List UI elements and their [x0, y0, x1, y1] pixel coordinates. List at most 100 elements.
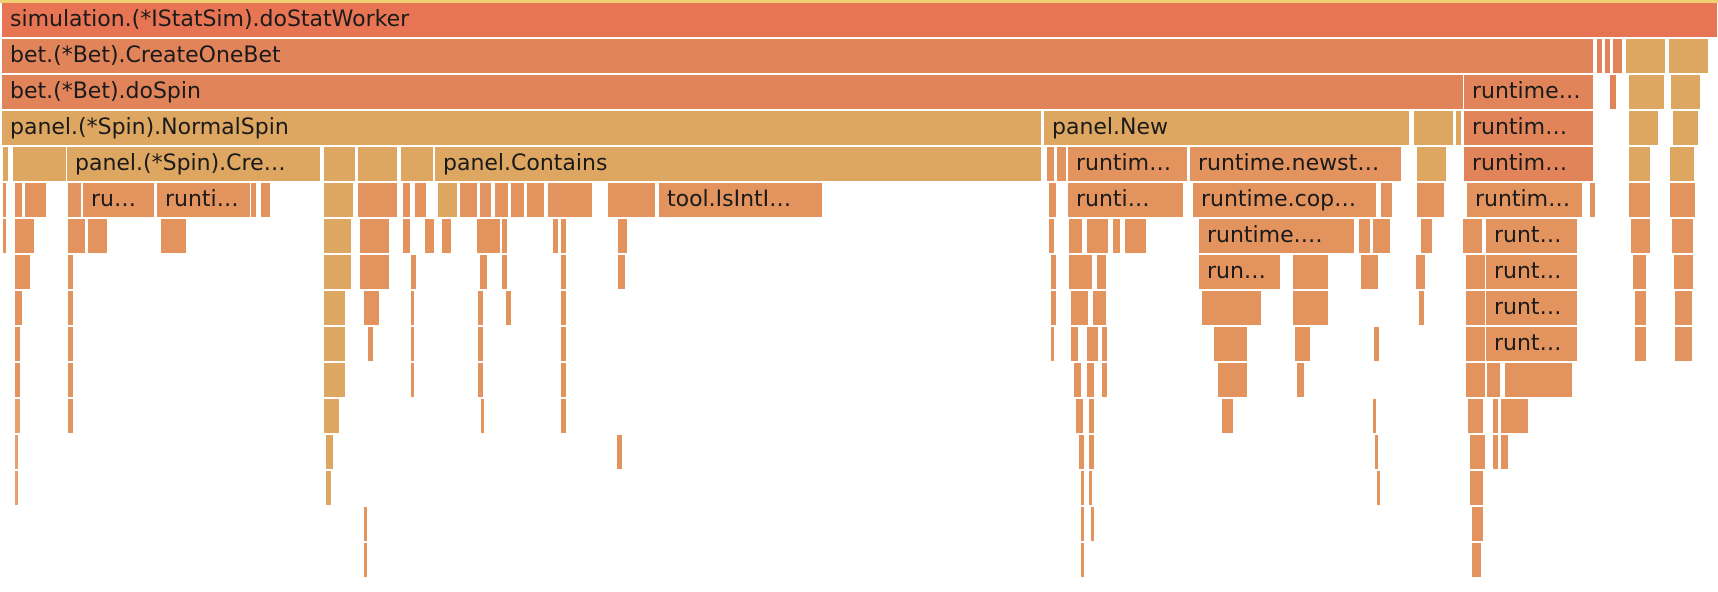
flame-frame[interactable]: [325, 435, 333, 470]
flame-frame[interactable]: [410, 255, 416, 290]
flame-frame[interactable]: [87, 219, 107, 254]
flame-frame[interactable]: [1046, 147, 1054, 182]
flame-frame[interactable]: [14, 219, 34, 254]
flame-frame[interactable]: [1465, 291, 1485, 326]
flame-frame[interactable]: [477, 327, 483, 362]
flame-frame[interactable]: [1294, 327, 1310, 362]
flame-frame[interactable]: [1096, 255, 1106, 290]
flame-frame[interactable]: runti…: [157, 183, 257, 218]
flame-frame[interactable]: [1596, 39, 1602, 74]
flame-frame[interactable]: [14, 183, 22, 218]
flame-frame[interactable]: [1372, 399, 1376, 434]
flame-frame[interactable]: [1112, 219, 1120, 254]
flame-frame[interactable]: bet.(*Bet).doSpin: [2, 75, 1464, 110]
flame-frame[interactable]: [67, 363, 73, 398]
flame-frame[interactable]: [1628, 183, 1650, 218]
flame-frame[interactable]: [607, 183, 655, 218]
flame-frame[interactable]: [1413, 111, 1453, 146]
flame-frame[interactable]: [1080, 543, 1084, 578]
flame-frame[interactable]: [14, 363, 20, 398]
flame-frame[interactable]: [1634, 327, 1646, 362]
flame-frame[interactable]: bet.(*Bet).CreateOneBet: [2, 39, 1594, 74]
flame-frame[interactable]: [67, 183, 81, 218]
flame-frame[interactable]: [67, 291, 73, 326]
flame-frame[interactable]: [1201, 291, 1261, 326]
flame-frame[interactable]: [617, 255, 625, 290]
flame-frame[interactable]: [323, 327, 345, 362]
flame-frame[interactable]: runtime…: [1464, 75, 1594, 110]
flame-frame[interactable]: [1465, 363, 1485, 398]
flame-frame[interactable]: [1380, 183, 1392, 218]
flame-frame[interactable]: [1068, 255, 1092, 290]
flame-frame[interactable]: [480, 399, 484, 434]
flame-frame[interactable]: [1418, 291, 1424, 326]
flame-frame[interactable]: [510, 183, 524, 218]
flame-frame[interactable]: [2, 219, 6, 254]
flame-frame[interactable]: [410, 363, 414, 398]
flame-frame[interactable]: [1374, 435, 1378, 470]
flame-frame[interactable]: [1467, 399, 1483, 434]
flame-frame[interactable]: [1609, 75, 1616, 110]
flame-frame[interactable]: [2, 147, 8, 182]
flame-frame[interactable]: [1462, 219, 1482, 254]
flame-frame[interactable]: [1080, 507, 1084, 542]
flame-frame[interactable]: runt…: [1486, 255, 1578, 290]
flame-frame[interactable]: [1050, 327, 1054, 362]
flame-frame[interactable]: [560, 219, 566, 254]
flame-frame[interactable]: [67, 399, 73, 434]
flame-frame[interactable]: [14, 471, 18, 506]
flame-frame[interactable]: [1604, 39, 1610, 74]
flame-frame[interactable]: [547, 183, 592, 218]
flame-frame[interactable]: [1628, 147, 1650, 182]
flame-frame[interactable]: runtim…: [1464, 111, 1594, 146]
flame-frame[interactable]: [1101, 327, 1107, 362]
flame-frame[interactable]: [14, 435, 18, 470]
flame-frame[interactable]: [1292, 291, 1328, 326]
flame-frame[interactable]: [1124, 219, 1146, 254]
flame-frame[interactable]: [1376, 471, 1380, 506]
flame-frame[interactable]: [323, 255, 351, 290]
flame-frame[interactable]: [1630, 219, 1650, 254]
flame-frame[interactable]: [250, 183, 256, 218]
flame-frame[interactable]: [1612, 39, 1622, 74]
flame-frame[interactable]: [323, 291, 345, 326]
flame-frame[interactable]: [323, 399, 339, 434]
flame-frame[interactable]: [1086, 327, 1098, 362]
flame-frame[interactable]: [1415, 255, 1425, 290]
flame-frame[interactable]: [1416, 183, 1444, 218]
flame-frame[interactable]: [160, 219, 186, 254]
flame-frame[interactable]: [1092, 291, 1106, 326]
flame-frame[interactable]: [359, 255, 389, 290]
flame-frame[interactable]: [616, 435, 622, 470]
flame-frame[interactable]: [1292, 255, 1328, 290]
flame-frame[interactable]: [479, 255, 487, 290]
flame-frame[interactable]: [505, 291, 511, 326]
flame-frame[interactable]: [1056, 147, 1066, 182]
flame-frame[interactable]: [1670, 75, 1700, 110]
flame-frame[interactable]: [560, 255, 566, 290]
flame-frame[interactable]: [1634, 291, 1646, 326]
flame-frame[interactable]: runti…: [1068, 183, 1184, 218]
flame-frame[interactable]: [1101, 363, 1107, 398]
flame-frame[interactable]: [24, 183, 46, 218]
flame-frame[interactable]: [1372, 219, 1390, 254]
flame-frame[interactable]: [1589, 183, 1595, 218]
flame-frame[interactable]: [367, 327, 373, 362]
flame-frame[interactable]: [359, 219, 389, 254]
flame-frame[interactable]: [1486, 363, 1500, 398]
flame-frame[interactable]: [1672, 111, 1698, 146]
flame-frame[interactable]: panel.(*Spin).NormalSpin: [2, 111, 1042, 146]
flame-frame[interactable]: [67, 219, 85, 254]
flame-frame[interactable]: [67, 327, 73, 362]
flame-frame[interactable]: [325, 471, 331, 506]
flame-frame[interactable]: [14, 399, 20, 434]
flame-frame[interactable]: [1471, 507, 1483, 542]
flame-frame[interactable]: [14, 255, 30, 290]
flame-frame[interactable]: [1070, 291, 1088, 326]
flame-frame[interactable]: [1088, 471, 1092, 506]
flame-frame[interactable]: runtime.newst…: [1190, 147, 1402, 182]
flame-frame[interactable]: [1360, 255, 1378, 290]
flame-frame[interactable]: [1080, 471, 1084, 506]
flame-frame[interactable]: [1070, 327, 1078, 362]
flame-frame[interactable]: [1221, 399, 1233, 434]
